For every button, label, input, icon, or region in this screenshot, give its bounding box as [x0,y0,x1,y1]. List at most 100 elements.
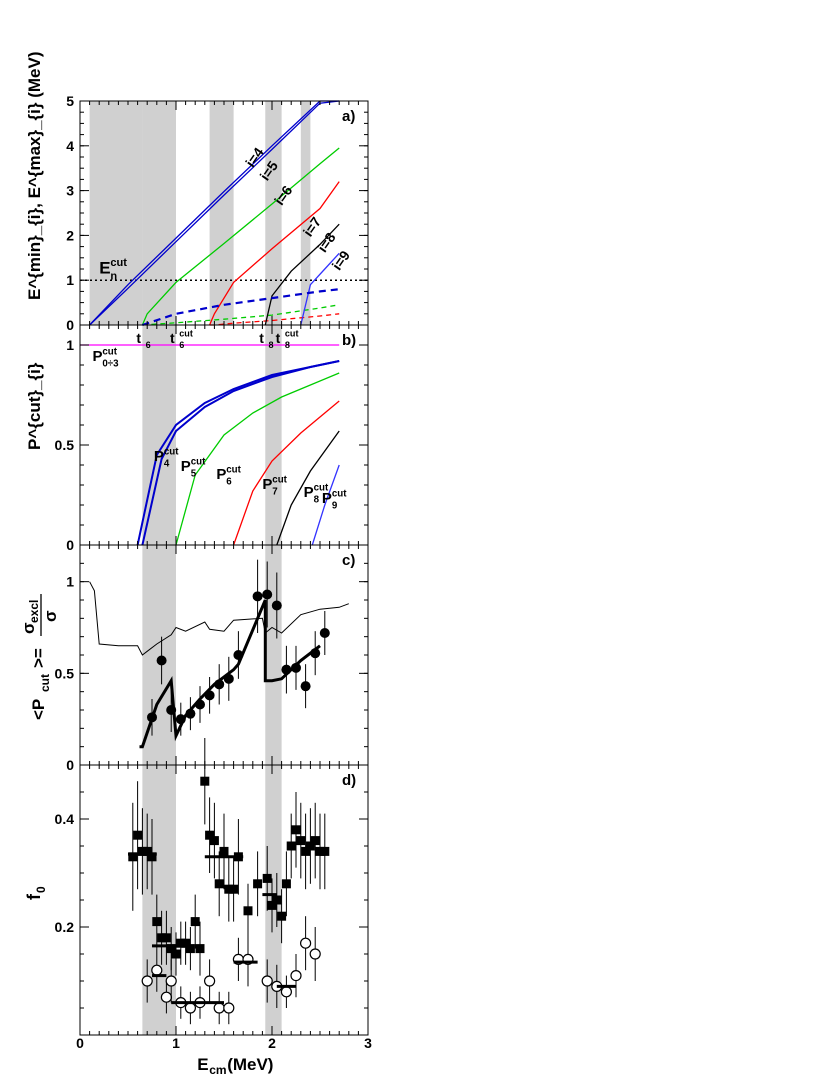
data-point-c [195,699,205,710]
data-square-d [171,949,181,959]
y-tick-label: 1 [66,574,74,590]
y-axis-label-d: f0 [24,886,48,900]
data-square-d [262,873,272,883]
label-sub: 6 [226,476,232,487]
curve-b-4 [232,400,340,546]
labels: a) b) c) d) 0 1 2 3 4 5 0 0.5 1 0 0.5 1 0.2 0.4 0 1 2 3 E cm (M… [19,51,372,1075]
data-point-c [214,679,225,690]
data-square-d [320,846,330,856]
curve-label-b-2-base: P [216,466,226,483]
y-tick-label: 0.2 [55,919,75,935]
label-sub: 6 [146,340,151,350]
data-circle-d [300,937,312,949]
panel-label-3: d) [342,772,356,789]
label-sup: cut [164,446,179,457]
curve-label-a-4: i=8 [314,229,339,255]
label-sup: cut [226,464,241,475]
const-label-b-base: P [92,348,102,365]
data-square-d [229,884,239,894]
curve-label-b-1-base: P [181,458,191,475]
curve-a-max-3 [264,223,340,326]
data-point-c [156,655,167,666]
data-square-d [310,836,320,846]
curve-a-dashed-5 [142,288,340,327]
y-axis-label-a: E^{min}_{i}, E^{max}_{i} (MeV) [25,51,44,300]
threshold-label-3-base: t [276,330,281,346]
y-tick-label: 1 [66,337,74,353]
data-circle-d [280,986,292,998]
data-point-c [185,708,196,719]
data-square-d [224,884,234,894]
threshold-label-2-base: t [259,330,264,346]
y-tick-label: 0 [66,757,74,773]
y-tick-label: 5 [66,93,74,109]
data-square-d [305,841,315,851]
data-point-c [147,712,157,723]
curve-c-1 [139,599,321,749]
shaded-band-0-1 [142,101,176,325]
panel-label-1: b) [342,332,356,349]
label-sub: 6 [179,340,184,350]
label-sub: 7 [272,486,277,497]
curve-a-max-1 [141,147,340,326]
label-sub: 4 [164,458,170,469]
data-point-c [204,690,215,701]
y-tick-label: 0 [66,537,74,553]
y-label-c-left: <P [29,699,48,720]
data-circle-d [165,975,177,987]
data-square-d [166,944,176,954]
data-point-c [262,589,273,600]
data-square-d [128,852,138,862]
data-circle-d [151,964,163,976]
x-tick-label: 1 [172,1035,180,1051]
data-circle-d [309,948,321,960]
data-square-d [147,852,157,862]
curve-c-0 [89,581,349,656]
data-square-d [214,879,224,889]
data-circle-d [160,991,172,1003]
panel-frame-3 [79,764,369,1036]
shaded-band-0-3 [265,101,282,325]
data-square-d [296,836,306,846]
data-point-c [223,673,234,684]
curve-label-a-5: i=9 [329,247,354,273]
label-sup: cut [332,488,347,499]
curve-b-3 [175,372,340,546]
data-point-c [319,628,330,638]
threshold-label-1-base: t [170,330,175,346]
data-point-c [281,664,292,675]
data-point-c [166,705,177,715]
label-sub: 8 [269,340,274,350]
y-tick-label: 0 [66,317,74,333]
panel-label-2: c) [342,552,355,569]
label-sub: 8 [314,494,320,505]
curve-b-2 [141,360,340,546]
x-axis-label-sub: cm [209,1063,226,1075]
data-point-c [271,600,282,611]
shaded-band-2-1 [265,545,282,765]
data-square-d [205,830,215,840]
x-axis-label-unit: (MeV) [227,1055,273,1074]
shaded-band-0-4 [300,101,311,325]
y-tick-label: 0.5 [55,437,75,453]
label-sub: 5 [191,468,197,479]
data-point-c [291,662,301,673]
data-square-d [267,900,277,910]
curve-b-5 [276,430,340,546]
y-label-c-sub: cut [38,674,52,692]
y-tick-label: 2 [66,227,74,243]
data-square-d [281,879,291,889]
data-square-d [286,841,296,851]
label-sub: 9 [332,500,338,511]
data-square-d [190,917,200,927]
data-point-c [175,714,186,725]
y-label-c-num-sub: excl [27,600,41,623]
data-point-c [310,648,321,659]
data-square-d [315,846,325,856]
